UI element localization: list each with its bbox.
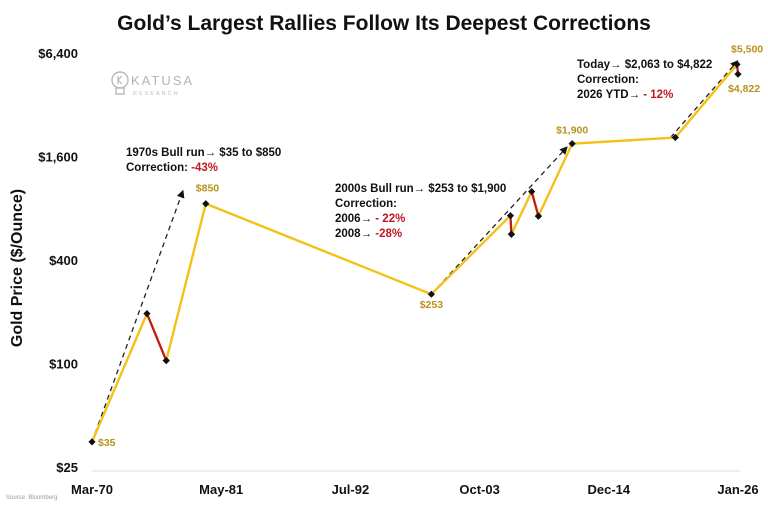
data-point: [143, 310, 151, 318]
x-ticks: Mar-70 May-81 Jul-92 Oct-03 Dec-14 Jan-26: [71, 482, 759, 497]
trend-arrow: [670, 60, 739, 138]
x-tick-label: Mar-70: [71, 482, 113, 497]
x-tick-label: Oct-03: [459, 482, 499, 497]
data-point: [202, 200, 210, 208]
x-tick-label: May-81: [199, 482, 243, 497]
series-segment: [165, 202, 207, 362]
data-point: [568, 140, 576, 148]
annotation-text: 2006→: [335, 213, 375, 225]
data-points: [88, 60, 742, 446]
annotation-correction-pct: -43%: [191, 162, 218, 174]
data-point: [507, 230, 516, 238]
data-label: $1,900: [556, 125, 588, 137]
annotation-text: Today→ $2,063 to $4,822: [577, 59, 712, 71]
trend-arrow: [430, 146, 568, 295]
annotation-text: Correction:: [577, 74, 639, 86]
series-segment: [204, 202, 433, 296]
source-note: Source: Bloomberg: [6, 495, 57, 501]
katusa-logo: KATUSA RESEARCH: [111, 71, 194, 97]
data-point: [427, 290, 435, 298]
data-label: $35: [98, 437, 116, 449]
data-point: [528, 187, 536, 196]
data-label: $4,822: [728, 83, 760, 95]
annotation-correction-pct: - 12%: [643, 89, 673, 101]
data-point: [88, 438, 96, 446]
correction-lines: [145, 63, 740, 362]
trend-arrow: [91, 189, 185, 443]
ann-2000s-text: 2000s Bull run→ $253 to $1,900 Correction…: [335, 183, 506, 240]
data-point: [733, 60, 741, 68]
y-tick-label: $1,600: [38, 150, 78, 165]
series-segment: [90, 312, 149, 444]
annotation-text: 2026 YTD→: [577, 89, 643, 101]
series-segment: [537, 142, 574, 218]
annotation-text: 2000s Bull run→ $253 to $1,900: [335, 183, 506, 195]
ann-1970s-text: 1970s Bull run→ $35 to $850 Correction: -…: [126, 147, 281, 174]
annotation-text: Correction:: [126, 162, 191, 174]
x-tick-label: Jan-26: [717, 482, 758, 497]
chart-title: Gold’s Largest Rallies Follow Its Deepes…: [117, 12, 651, 35]
annotation-correction-pct: - 22%: [375, 213, 405, 225]
data-point: [671, 133, 679, 142]
y-tick-label: $25: [56, 460, 78, 475]
y-ticks: $6,400 $1,600 $400 $100 $25: [38, 46, 78, 475]
x-tick-label: Dec-14: [587, 482, 630, 497]
data-point: [506, 211, 515, 220]
y-tick-label: $400: [49, 253, 78, 268]
logo-wordmark: KATUSA: [131, 73, 194, 88]
data-label: $5,500: [731, 43, 763, 55]
series-segment: [674, 63, 739, 139]
lightbulb-icon: [111, 71, 129, 95]
correction-segment: [530, 190, 540, 218]
logo-subtitle: RESEARCH: [133, 91, 180, 97]
trend-arrows: [91, 60, 739, 443]
correction-segment: [145, 312, 168, 362]
annotation-correction-pct: -28%: [375, 228, 402, 240]
series-segment: [510, 190, 533, 236]
annotation-text: 2008→: [335, 228, 375, 240]
series-lines: [90, 63, 739, 444]
y-axis-label: Gold Price ($/Ounce): [9, 189, 26, 347]
data-label: $253: [420, 299, 444, 311]
data-point: [734, 70, 742, 78]
data-label: $850: [196, 183, 220, 195]
annotations: 1970s Bull run→ $35 to $850 Correction: -…: [126, 59, 712, 240]
data-labels: $35 $850 $253 $1,900 $5,500 $4,822: [98, 43, 763, 449]
annotation-text: Correction:: [335, 198, 397, 210]
y-tick-label: $6,400: [38, 46, 78, 61]
data-point: [534, 212, 543, 220]
y-tick-label: $100: [49, 357, 78, 372]
annotation-text: 1970s Bull run→ $35 to $850: [126, 147, 281, 159]
series-segment: [570, 136, 677, 145]
ann-today-text: Today→ $2,063 to $4,822 Correction: 2026 Y…: [577, 59, 712, 101]
series-segment: [430, 214, 512, 296]
x-tick-label: Jul-92: [332, 482, 370, 497]
data-point: [162, 356, 170, 365]
